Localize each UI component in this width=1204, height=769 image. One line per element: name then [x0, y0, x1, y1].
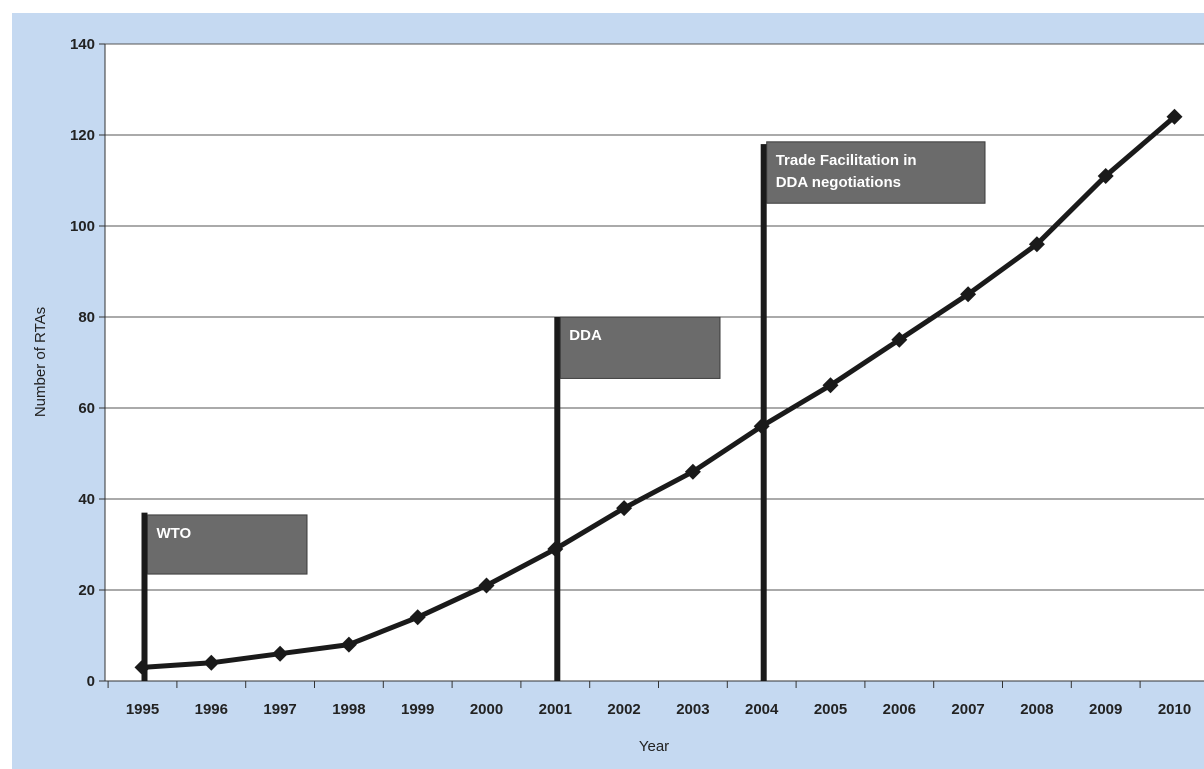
y-axis-title: Number of RTAs: [32, 307, 49, 417]
x-tick-label: 1995: [126, 701, 159, 718]
x-tick-label: 2004: [745, 701, 779, 718]
x-tick-label: 2000: [470, 701, 503, 718]
data-point-marker: [616, 500, 633, 517]
annotation-pole: [760, 144, 767, 682]
y-tick-label: 80: [78, 309, 95, 326]
x-tick-label: 1999: [401, 701, 434, 718]
x-tick-label: 2006: [883, 701, 916, 718]
annotation-label: DDA negotiations: [776, 174, 901, 191]
data-point-marker: [478, 577, 495, 594]
x-axis-title: Year: [639, 738, 669, 755]
x-tick-label: 2005: [814, 701, 847, 718]
y-tick-label: 140: [70, 36, 95, 53]
annotation-label: Trade Facilitation in: [776, 152, 917, 169]
data-point-marker: [753, 418, 770, 435]
data-point-marker: [547, 541, 564, 558]
series-layer: [134, 108, 1183, 676]
data-point-marker: [1166, 108, 1183, 125]
tick-labels: 0 20 40 60 80 100 120 140 1995 1996 1997 1998 1999 20…: [70, 36, 1191, 718]
annotation-flag: [147, 514, 308, 575]
data-point-marker: [960, 286, 977, 303]
axes: [99, 43, 1204, 688]
x-tick-label: 2009: [1089, 701, 1122, 718]
x-tick-label: 2008: [1020, 701, 1053, 718]
data-point-marker: [203, 654, 220, 671]
data-point-marker: [1028, 236, 1045, 253]
annotation-flags: WTO DDA Trade Facilitation in DDA negotiati…: [141, 141, 986, 682]
annotation-flag: [559, 316, 721, 379]
annotation-label: DDA: [569, 327, 602, 344]
y-tick-label: 60: [78, 400, 95, 417]
data-point-marker: [272, 645, 289, 662]
data-point-marker: [822, 377, 839, 394]
y-tick-label: 0: [87, 673, 95, 690]
data-point-marker: [1097, 167, 1114, 184]
x-tick-label: 1996: [195, 701, 228, 718]
x-tick-label: 1997: [263, 701, 296, 718]
annotation-label: WTO: [157, 525, 192, 542]
data-point-marker: [684, 463, 701, 480]
data-point-marker: [340, 636, 357, 653]
annotation-flag: [766, 141, 986, 204]
annotation-pole: [554, 317, 561, 681]
x-tick-label: 2007: [951, 701, 984, 718]
data-point-marker: [891, 331, 908, 348]
data-point-marker: [409, 609, 426, 626]
y-tick-label: 20: [78, 582, 95, 599]
series-line: [140, 114, 1177, 670]
x-tick-label: 2010: [1158, 701, 1191, 718]
annotation-pole: [141, 512, 148, 681]
y-tick-label: 100: [70, 218, 95, 235]
x-tick-label: 1998: [332, 701, 365, 718]
x-tick-label: 2003: [676, 701, 709, 718]
y-tick-label: 120: [70, 127, 95, 144]
x-tick-label: 2002: [607, 701, 640, 718]
x-tick-label: 2001: [539, 701, 572, 718]
gridlines: [105, 43, 1204, 591]
y-tick-label: 40: [78, 491, 95, 508]
data-point-marker: [134, 659, 151, 676]
